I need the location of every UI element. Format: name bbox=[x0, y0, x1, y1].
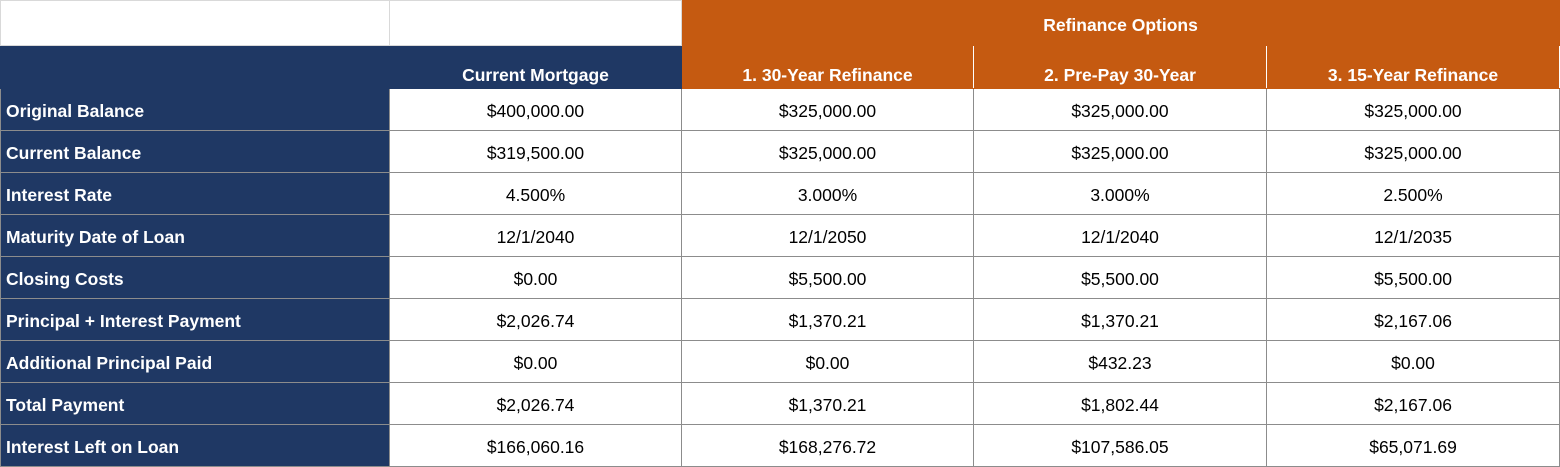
row-label: Additional Principal Paid bbox=[0, 340, 390, 383]
table-cell: $166,060.16 bbox=[389, 424, 682, 467]
column-header-row: Current Mortgage 1. 30-Year Refinance 2.… bbox=[0, 45, 1560, 89]
row-label: Closing Costs bbox=[0, 256, 390, 299]
row-label: Principal + Interest Payment bbox=[0, 298, 390, 341]
table-cell: $5,500.00 bbox=[1265, 256, 1560, 299]
table-row: Principal + Interest Payment $2,026.74 $… bbox=[0, 298, 1560, 341]
table-cell: $5,500.00 bbox=[973, 256, 1267, 299]
table-cell: $2,167.06 bbox=[1265, 298, 1560, 341]
row-label: Interest Rate bbox=[0, 172, 390, 215]
table-cell: $325,000.00 bbox=[681, 88, 974, 131]
table-cell: $319,500.00 bbox=[389, 130, 682, 173]
table-cell: $168,276.72 bbox=[681, 424, 974, 467]
blank-cell-corner bbox=[0, 0, 390, 46]
table-cell: $2,026.74 bbox=[389, 298, 682, 341]
column-header-30-year-refinance: 1. 30-Year Refinance bbox=[681, 45, 974, 89]
table-cell: $400,000.00 bbox=[389, 88, 682, 131]
table-row: Interest Left on Loan $166,060.16 $168,2… bbox=[0, 424, 1560, 467]
table-cell: 3.000% bbox=[973, 172, 1267, 215]
row-label: Interest Left on Loan bbox=[0, 424, 390, 467]
table-cell: 12/1/2035 bbox=[1265, 214, 1560, 257]
row-label: Maturity Date of Loan bbox=[0, 214, 390, 257]
table-row: Current Balance $319,500.00 $325,000.00 … bbox=[0, 130, 1560, 173]
table-cell: $325,000.00 bbox=[1265, 130, 1560, 173]
table-cell: 12/1/2040 bbox=[973, 214, 1267, 257]
blank-cell-current bbox=[389, 0, 682, 46]
table-cell: $0.00 bbox=[1265, 340, 1560, 383]
table-cell: 4.500% bbox=[389, 172, 682, 215]
table-cell: $1,370.21 bbox=[681, 382, 974, 425]
table-cell: 3.000% bbox=[681, 172, 974, 215]
row-label: Original Balance bbox=[0, 88, 390, 131]
table-cell: $432.23 bbox=[973, 340, 1267, 383]
table-cell: $65,071.69 bbox=[1265, 424, 1560, 467]
table-row: Interest Rate 4.500% 3.000% 3.000% 2.500… bbox=[0, 172, 1560, 215]
table-cell: $107,586.05 bbox=[973, 424, 1267, 467]
refinance-options-header: Refinance Options bbox=[680, 0, 1560, 46]
table-cell: $1,370.21 bbox=[681, 298, 974, 341]
table-cell: $5,500.00 bbox=[681, 256, 974, 299]
header-corner-cell bbox=[0, 45, 390, 89]
row-label: Current Balance bbox=[0, 130, 390, 173]
group-header-row: Refinance Options bbox=[0, 0, 1560, 46]
table-cell: 12/1/2050 bbox=[681, 214, 974, 257]
table-cell: $325,000.00 bbox=[973, 88, 1267, 131]
table-row: Total Payment $2,026.74 $1,370.21 $1,802… bbox=[0, 382, 1560, 425]
table-cell: $0.00 bbox=[389, 256, 682, 299]
column-header-pre-pay-30-year: 2. Pre-Pay 30-Year bbox=[973, 45, 1267, 89]
table-cell: $2,167.06 bbox=[1265, 382, 1560, 425]
table-cell: $0.00 bbox=[681, 340, 974, 383]
table-cell: $0.00 bbox=[389, 340, 682, 383]
table-row: Maturity Date of Loan 12/1/2040 12/1/205… bbox=[0, 214, 1560, 257]
table-cell: $1,370.21 bbox=[973, 298, 1267, 341]
table-row: Original Balance $400,000.00 $325,000.00… bbox=[0, 88, 1560, 131]
table-row: Additional Principal Paid $0.00 $0.00 $4… bbox=[0, 340, 1560, 383]
row-label: Total Payment bbox=[0, 382, 390, 425]
column-header-15-year-refinance: 3. 15-Year Refinance bbox=[1265, 45, 1560, 89]
table-cell: 12/1/2040 bbox=[389, 214, 682, 257]
table-cell: $325,000.00 bbox=[1265, 88, 1560, 131]
column-header-current-mortgage: Current Mortgage bbox=[389, 45, 682, 89]
table-row: Closing Costs $0.00 $5,500.00 $5,500.00 … bbox=[0, 256, 1560, 299]
table-cell: 2.500% bbox=[1265, 172, 1560, 215]
table-cell: $325,000.00 bbox=[973, 130, 1267, 173]
table-cell: $2,026.74 bbox=[389, 382, 682, 425]
table-cell: $325,000.00 bbox=[681, 130, 974, 173]
table-cell: $1,802.44 bbox=[973, 382, 1267, 425]
